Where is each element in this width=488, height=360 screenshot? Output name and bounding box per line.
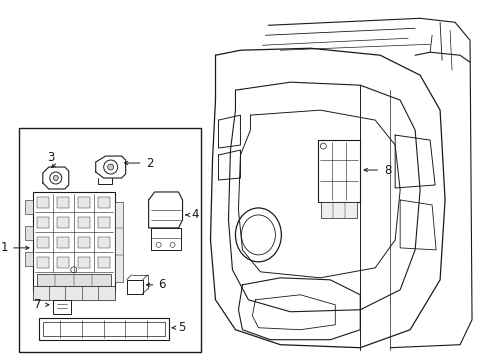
Circle shape [320, 143, 325, 149]
Bar [33, 192, 115, 292]
Bar [98, 197, 109, 208]
Text: 2: 2 [146, 157, 154, 170]
Bar [37, 257, 49, 268]
Circle shape [170, 242, 175, 247]
Bar [57, 217, 69, 228]
Bar [25, 200, 33, 214]
Bar [98, 237, 109, 248]
Bar [78, 217, 89, 228]
Bar [57, 257, 69, 268]
Bar [19, 128, 200, 352]
Bar [57, 197, 69, 208]
Circle shape [50, 172, 61, 184]
Circle shape [156, 242, 161, 247]
Bar [53, 300, 71, 314]
Bar [318, 140, 360, 202]
Bar [39, 318, 168, 340]
Circle shape [107, 164, 113, 170]
Text: 3: 3 [47, 150, 55, 163]
Circle shape [71, 267, 77, 273]
Bar [98, 217, 109, 228]
Bar [78, 237, 89, 248]
Text: 6: 6 [158, 278, 166, 291]
Bar [37, 217, 49, 228]
Bar [150, 228, 180, 250]
Bar [78, 197, 89, 208]
Text: 8: 8 [384, 163, 391, 176]
Bar [43, 322, 164, 336]
Bar [115, 202, 122, 282]
Bar [37, 237, 49, 248]
Bar [321, 202, 357, 218]
Text: 7: 7 [34, 298, 42, 311]
Text: 5: 5 [178, 321, 185, 334]
Bar [25, 252, 33, 266]
Bar [37, 274, 110, 286]
Bar [25, 226, 33, 240]
Bar [126, 280, 142, 294]
Bar [78, 257, 89, 268]
Circle shape [103, 160, 118, 174]
Text: 1: 1 [0, 241, 8, 255]
Bar [57, 237, 69, 248]
Circle shape [53, 176, 58, 180]
Bar [37, 197, 49, 208]
Bar [33, 286, 115, 300]
Text: 4: 4 [191, 208, 199, 221]
Bar [98, 257, 109, 268]
